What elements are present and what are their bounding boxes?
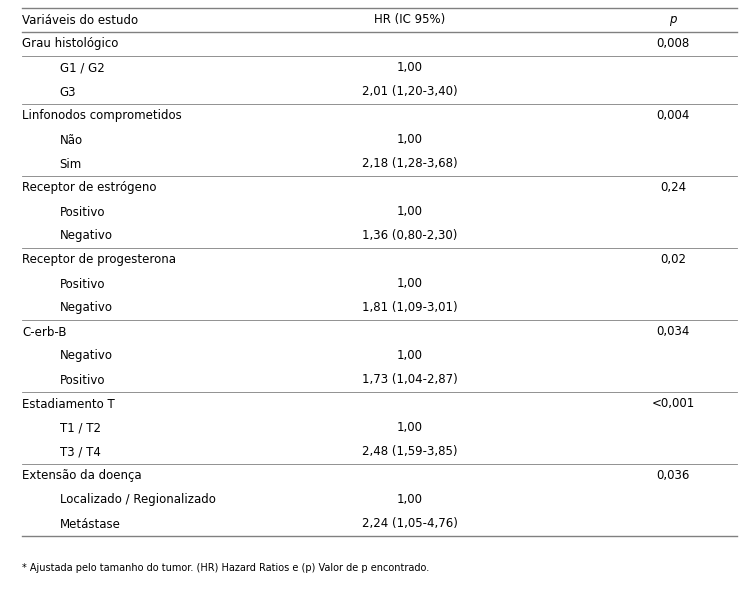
Text: Positivo: Positivo <box>59 374 105 387</box>
Text: 0,034: 0,034 <box>656 326 690 339</box>
Text: Positivo: Positivo <box>59 206 105 219</box>
Text: 1,00: 1,00 <box>397 421 423 434</box>
Text: <0,001: <0,001 <box>651 398 695 411</box>
Text: Metástase: Metástase <box>59 518 120 531</box>
Text: 1,00: 1,00 <box>397 61 423 74</box>
Text: 1,00: 1,00 <box>397 349 423 362</box>
Text: 1,00: 1,00 <box>397 493 423 506</box>
Text: Localizado / Regionalizado: Localizado / Regionalizado <box>59 493 216 506</box>
Text: Sim: Sim <box>59 157 82 170</box>
Text: Receptor de progesterona: Receptor de progesterona <box>22 254 176 267</box>
Text: 1,00: 1,00 <box>397 278 423 291</box>
Text: 0,008: 0,008 <box>656 37 690 50</box>
Text: 0,02: 0,02 <box>660 254 686 267</box>
Text: 1,00: 1,00 <box>397 134 423 147</box>
Text: 1,73 (1,04-2,87): 1,73 (1,04-2,87) <box>362 374 458 387</box>
Text: T1 / T2: T1 / T2 <box>59 421 101 434</box>
Text: Receptor de estrógeno: Receptor de estrógeno <box>22 181 156 194</box>
Text: 2,24 (1,05-4,76): 2,24 (1,05-4,76) <box>362 518 458 531</box>
Text: Negativo: Negativo <box>59 229 113 242</box>
Text: Negativo: Negativo <box>59 349 113 362</box>
Text: 1,00: 1,00 <box>397 206 423 219</box>
Text: * Ajustada pelo tamanho do tumor. (HR) Hazard Ratios e (p) Valor de p encontrado: * Ajustada pelo tamanho do tumor. (HR) H… <box>22 563 429 573</box>
Text: 2,01 (1,20-3,40): 2,01 (1,20-3,40) <box>362 86 458 99</box>
Text: Grau histológico: Grau histológico <box>22 37 118 50</box>
Text: 1,36 (0,80-2,30): 1,36 (0,80-2,30) <box>362 229 457 242</box>
Text: 0,004: 0,004 <box>656 109 690 122</box>
Text: Positivo: Positivo <box>59 278 105 291</box>
Text: Linfonodos comprometidos: Linfonodos comprometidos <box>22 109 182 122</box>
Text: Estadiamento T: Estadiamento T <box>22 398 115 411</box>
Text: Não: Não <box>59 134 83 147</box>
Text: 0,24: 0,24 <box>660 181 686 194</box>
Text: Extensão da doença: Extensão da doença <box>22 469 141 482</box>
Text: Negativo: Negativo <box>59 301 113 314</box>
Text: 0,036: 0,036 <box>656 469 690 482</box>
Text: HR (IC 95%): HR (IC 95%) <box>374 14 445 27</box>
Text: Variáveis do estudo: Variáveis do estudo <box>22 14 138 27</box>
Text: p: p <box>669 14 677 27</box>
Text: T3 / T4: T3 / T4 <box>59 446 101 459</box>
Text: 2,48 (1,59-3,85): 2,48 (1,59-3,85) <box>362 446 457 459</box>
Text: 1,81 (1,09-3,01): 1,81 (1,09-3,01) <box>362 301 458 314</box>
Text: G1 / G2: G1 / G2 <box>59 61 105 74</box>
Text: G3: G3 <box>59 86 76 99</box>
Text: C-erb-B: C-erb-B <box>22 326 66 339</box>
Text: 2,18 (1,28-3,68): 2,18 (1,28-3,68) <box>362 157 458 170</box>
